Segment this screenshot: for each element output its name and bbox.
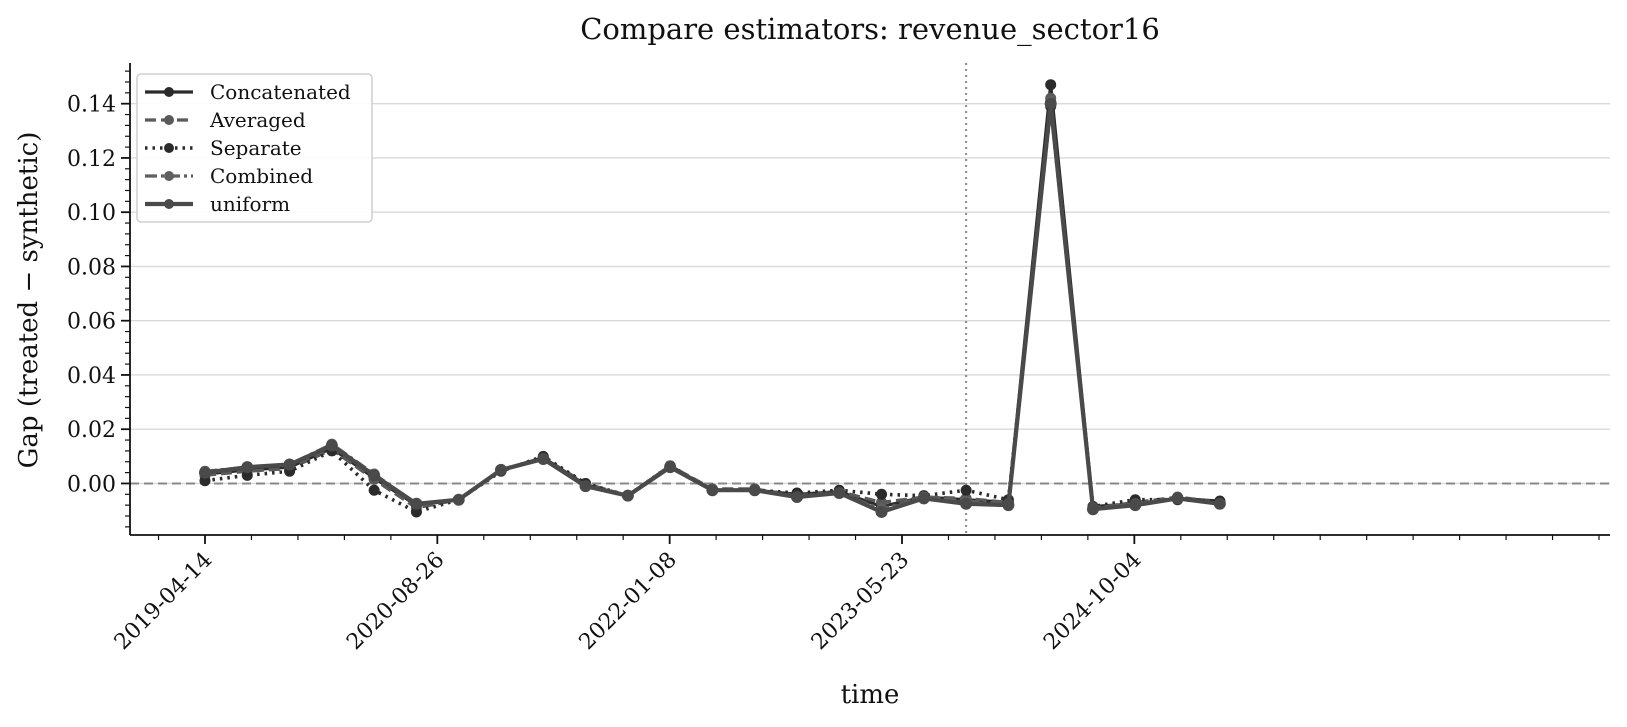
data-point-uniform: [917, 492, 930, 505]
data-point-uniform: [325, 439, 338, 452]
x-tick-label-1: 2020-08-26: [342, 548, 449, 655]
data-point-uniform: [748, 484, 761, 497]
data-point-separate: [241, 469, 253, 481]
y-tick-label-3: 0.06: [67, 310, 116, 335]
y-tick-label-5: 0.10: [67, 201, 116, 226]
data-point-uniform: [410, 497, 423, 510]
data-point-separate: [876, 488, 888, 500]
x-axis-label: time: [841, 680, 900, 710]
y-tick-label-0: 0.00: [67, 472, 116, 497]
y-tick-label-7: 0.14: [67, 93, 116, 118]
data-point-uniform: [579, 480, 592, 493]
data-point-uniform: [1044, 97, 1057, 110]
data-point-uniform: [875, 505, 888, 518]
data-point-separate: [368, 484, 380, 496]
legend-label-concatenated: Concatenated: [210, 80, 351, 104]
chart-title: Compare estimators: revenue_sector16: [580, 12, 1160, 47]
data-point-uniform: [1002, 499, 1015, 512]
legend-label-combined: Combined: [210, 164, 313, 188]
y-tick-label-4: 0.08: [67, 255, 116, 280]
legend-swatch-marker-averaged: [164, 115, 174, 125]
x-tick-label-2: 2022-01-08: [575, 548, 682, 655]
data-point-uniform: [1213, 497, 1226, 510]
data-point-uniform: [1129, 499, 1142, 512]
data-point-uniform: [537, 453, 550, 466]
legend-swatch-marker-combined: [164, 171, 174, 181]
legend-label-separate: Separate: [210, 136, 302, 160]
legend-label-averaged: Averaged: [209, 108, 306, 132]
y-tick-label-2: 0.04: [67, 364, 116, 389]
data-point-uniform: [960, 497, 973, 510]
legend-box: [136, 73, 373, 223]
series-uniform: [199, 97, 1226, 518]
legend-swatch-marker-uniform: [164, 199, 174, 209]
data-point-uniform: [199, 466, 211, 479]
data-point-uniform: [452, 493, 465, 506]
y-tick-label-1: 0.02: [67, 418, 116, 443]
data-point-concatenated: [1045, 79, 1057, 91]
y-axis-label: Gap (treated − synthetic): [14, 132, 44, 469]
x-tick-label-0: 2019-04-14: [110, 548, 217, 655]
data-point-uniform: [241, 461, 254, 474]
data-point-uniform: [1171, 492, 1184, 505]
y-tick-label-6: 0.12: [67, 147, 116, 172]
legend-label-uniform: uniform: [210, 192, 290, 216]
data-point-uniform: [494, 463, 507, 476]
data-point-uniform: [833, 486, 846, 499]
legend-swatch-marker-concatenated: [164, 87, 174, 97]
data-point-separate: [960, 484, 972, 496]
data-point-uniform: [283, 458, 296, 471]
data-point-uniform: [621, 489, 634, 502]
x-tick-label-4: 2024-10-04: [1039, 548, 1146, 655]
data-point-separate: [199, 475, 211, 487]
legend-swatch-marker-separate: [164, 143, 174, 153]
data-point-uniform: [1086, 503, 1099, 516]
data-point-uniform: [790, 491, 803, 504]
x-tick-label-3: 2023-05-23: [807, 548, 914, 655]
data-point-uniform: [368, 469, 381, 482]
data-point-separate: [410, 506, 422, 518]
data-point-uniform: [706, 484, 719, 497]
data-point-uniform: [664, 461, 677, 474]
